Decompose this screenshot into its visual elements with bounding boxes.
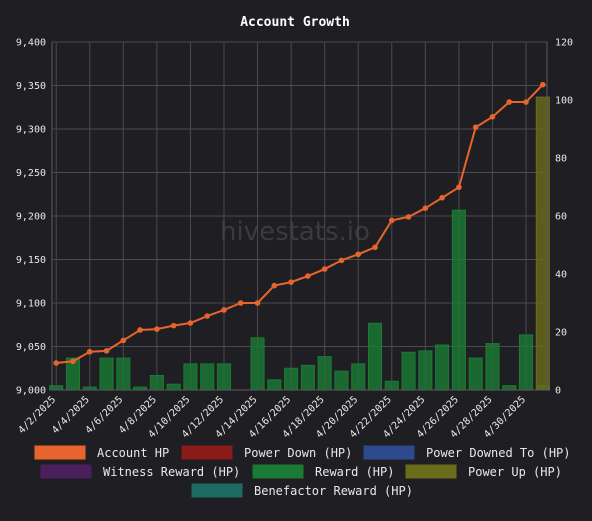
y-right-tick-label: 80: [555, 154, 567, 165]
account-hp-point: [472, 124, 479, 131]
y-right-tick-label: 20: [555, 328, 567, 339]
bar-reward-hp: [317, 356, 332, 391]
bar-reward-hp: [116, 357, 131, 391]
legend-swatch-power-down-hp: [181, 445, 233, 460]
y-right-tick-label: 60: [555, 212, 567, 223]
bar-reward-hp: [518, 334, 534, 391]
account-hp-point: [305, 273, 311, 279]
legend-swatch-benefactor-reward-hp: [191, 483, 243, 498]
y-left-tick-label: 9,100: [16, 299, 46, 310]
bar-reward-hp: [401, 351, 416, 391]
account-hp-point: [489, 114, 496, 120]
legend: Account HP Power Down (HP) Power Downed To…: [34, 445, 571, 498]
y-left-tick-label: 9,200: [16, 212, 46, 223]
legend-swatch-power-downed-to-hp: [363, 445, 415, 460]
bar-reward-hp: [367, 322, 383, 391]
legend-swatch-reward-hp: [252, 464, 304, 479]
bar-reward-hp: [99, 357, 114, 391]
account-hp-point: [388, 217, 395, 224]
y-right-tick-label: 40: [555, 270, 567, 281]
account-hp-point: [237, 300, 244, 306]
bar-reward-hp: [502, 385, 517, 391]
y-left-tick-label: 9,000: [16, 386, 46, 397]
account-hp-point: [70, 358, 76, 365]
account-hp-point: [86, 348, 93, 355]
legend-label-power-downed-to-hp: Power Downed To (HP): [426, 446, 571, 460]
bar-reward-hp: [149, 375, 164, 391]
bar-reward-hp: [485, 343, 500, 391]
y-left-tick-label: 9,300: [16, 125, 46, 136]
account-hp-point: [170, 322, 177, 329]
y-left-tick-label: 9,250: [16, 168, 46, 179]
bar-reward-hp: [334, 370, 349, 391]
account-hp-point: [187, 320, 194, 326]
account-hp-point: [288, 279, 294, 285]
bar-reward-hp: [451, 209, 466, 391]
account-hp-point: [120, 337, 127, 344]
bar-reward-hp: [200, 363, 215, 391]
account-hp-point: [456, 184, 462, 191]
legend-label-witness-reward-hp: Witness Reward (HP): [103, 465, 240, 479]
y-left-tick-label: 9,150: [16, 255, 46, 266]
bar-reward-hp: [183, 363, 198, 391]
account-hp-point: [254, 300, 261, 306]
account-hp-point: [204, 313, 211, 319]
watermark-text: hivestats.io: [220, 217, 370, 247]
bar-reward-hp: [435, 344, 450, 391]
legend-swatch-account-hp: [34, 445, 86, 460]
bar-reward-hp: [284, 367, 299, 391]
account-hp-point: [540, 81, 546, 88]
account-hp-point: [338, 257, 345, 264]
legend-swatch-power-up-hp: [405, 464, 457, 479]
account-hp-point: [523, 99, 529, 105]
account-hp-point: [137, 327, 143, 333]
chart-title: Account Growth: [240, 15, 350, 30]
account-hp-point: [422, 205, 429, 211]
y-left-tick-label: 9,350: [16, 81, 46, 92]
bar-reward-hp: [250, 337, 265, 391]
bar-reward-hp: [216, 363, 232, 391]
account-hp-point: [405, 214, 412, 220]
account-hp-line: [56, 83, 544, 365]
account-hp-point: [103, 348, 110, 354]
legend-label-power-down-hp: Power Down (HP): [244, 446, 352, 460]
legend-label-reward-hp: Reward (HP): [315, 465, 394, 479]
legend-swatch-witness-reward-hp: [40, 464, 92, 479]
account-hp-point: [506, 99, 513, 105]
account-hp-point: [372, 244, 378, 251]
bar-reward-hp: [267, 379, 282, 391]
legend-label-power-up-hp: Power Up (HP): [468, 465, 562, 479]
legend-label-benefactor-reward-hp: Benefactor Reward (HP): [254, 484, 413, 498]
account-hp-point: [53, 360, 59, 366]
account-hp-point: [271, 282, 278, 289]
legend-label-account-hp: Account HP: [97, 446, 169, 460]
account-hp-point: [154, 326, 160, 332]
y-right-tick-label: 100: [555, 96, 573, 107]
y-right-tick-label: 0: [555, 386, 561, 397]
account-hp-point: [355, 251, 362, 258]
bar-reward-hp: [384, 380, 399, 391]
bar-reward-hp: [418, 350, 433, 391]
y-left-tick-label: 9,400: [16, 38, 46, 49]
bar-reward-hp: [351, 363, 366, 391]
y-left-tick-label: 9,050: [16, 342, 46, 353]
bar-reward-hp: [468, 357, 483, 391]
line-series: [53, 81, 546, 366]
bar-reward-hp: [166, 383, 181, 391]
account-hp-point: [439, 194, 445, 201]
account-hp-point: [221, 307, 227, 313]
y-right-tick-label: 120: [555, 38, 573, 49]
bar-reward-hp: [300, 364, 315, 391]
account-hp-point: [321, 266, 328, 272]
